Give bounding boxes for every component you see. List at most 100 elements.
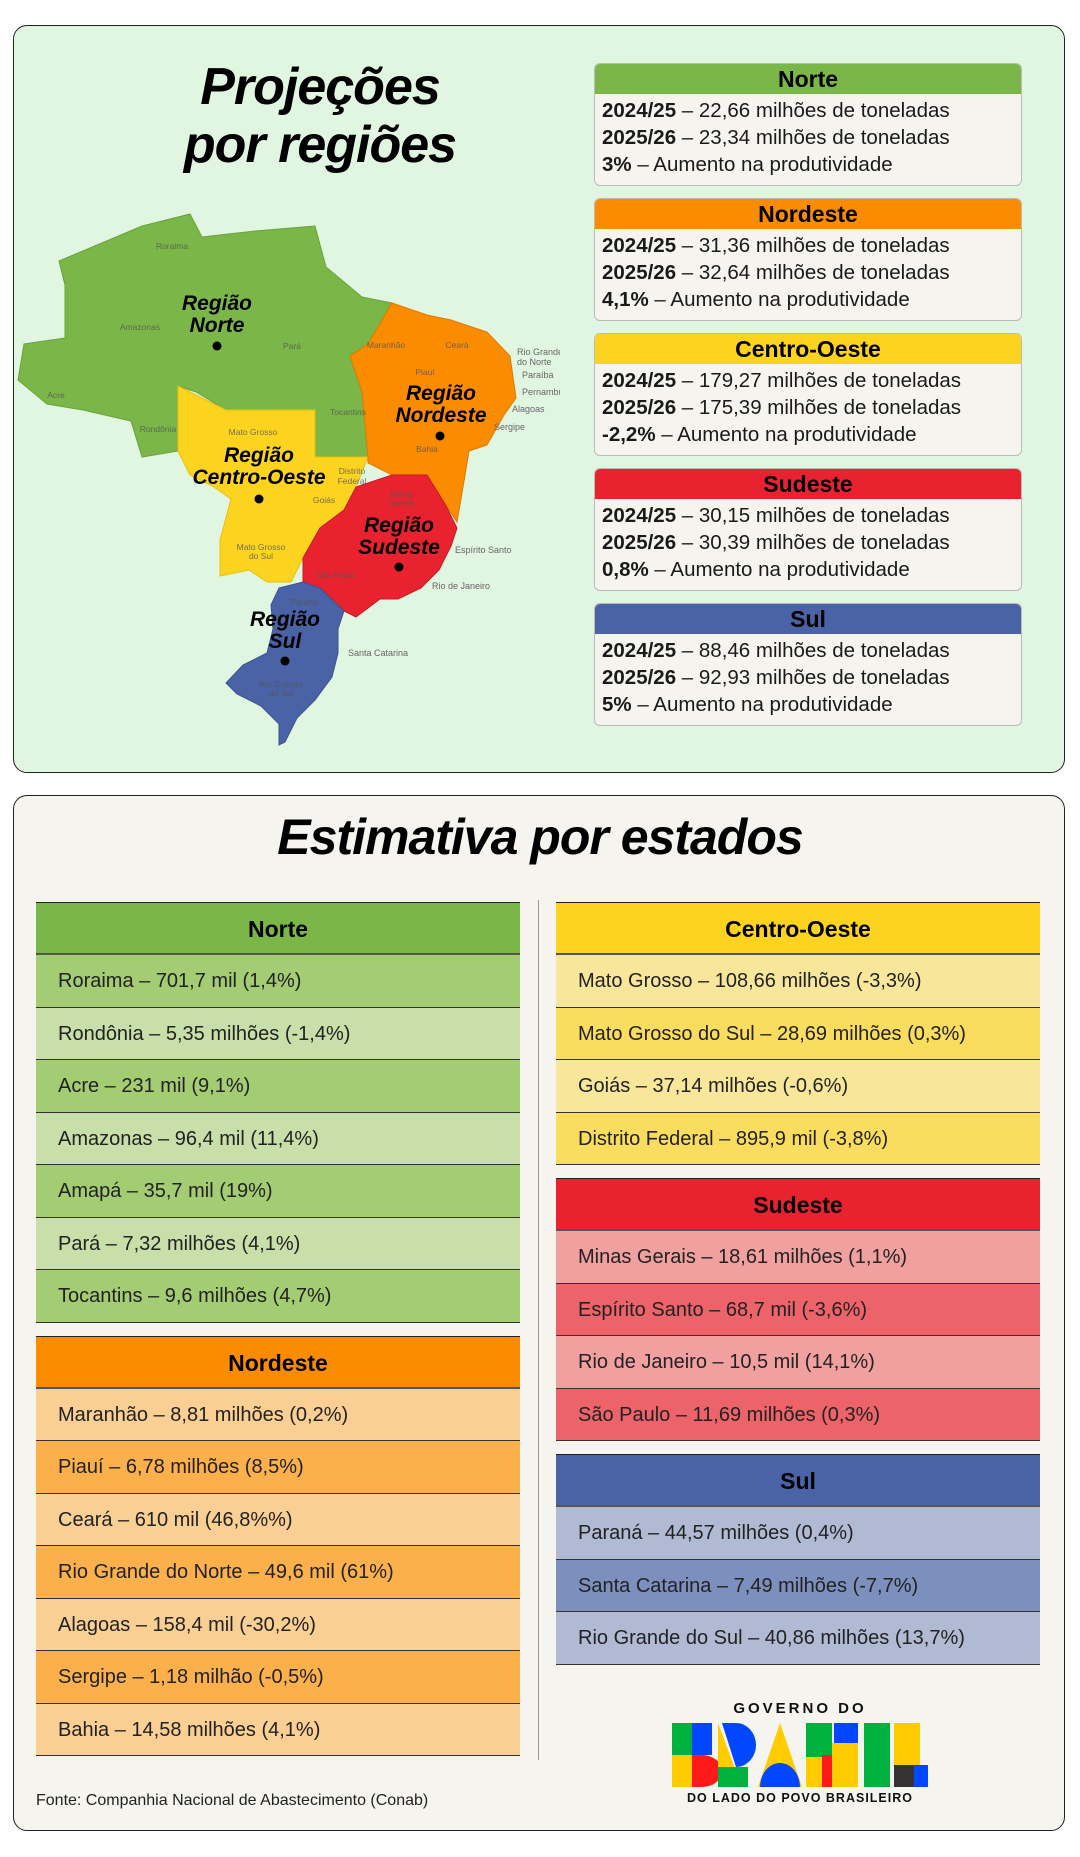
states-title: Estimativa por estados — [277, 809, 803, 865]
season-value: – 179,27 milhões de toneladas — [676, 369, 962, 392]
state-group-centro-oeste: Centro-Oeste Mato Grosso – 108,66 milhões… — [556, 902, 1040, 1165]
season-value: – 31,36 milhões de toneladas — [676, 234, 950, 257]
state-label: Amazonas — [120, 322, 160, 332]
productivity-line: 5% – Aumento na produtividade — [595, 691, 1021, 718]
region-card-centro-oeste: Centro-Oeste 2024/25 – 179,27 milhões de… — [594, 333, 1022, 456]
productivity-text: – Aumento na produtividade — [631, 153, 893, 176]
productivity-line: -2,2% – Aumento na produtividade — [595, 421, 1021, 448]
season-label: 2024/25 — [602, 99, 677, 122]
state-label: Federal — [338, 476, 367, 486]
region-card-header: Sul — [595, 604, 1021, 634]
state-label: Santa Catarina — [348, 648, 408, 658]
productivity-pct: 4,1% — [602, 288, 649, 311]
region-card-nordeste: Nordeste 2024/25 – 31,36 milhões de tone… — [594, 198, 1022, 321]
state-label: Distrito — [339, 466, 366, 476]
season-value: – 30,39 milhões de toneladas — [676, 531, 950, 554]
state-label: do Sul — [249, 551, 273, 561]
state-group-nordeste: Nordeste Maranhão – 8,81 milhões (0,2%) Pi… — [36, 1335, 520, 1756]
region-label-sul: Região — [250, 608, 320, 631]
table-row: São Paulo – 11,69 milhões (0,3%) — [556, 1388, 1040, 1441]
productivity-line: 3% – Aumento na produtividade — [595, 151, 1021, 178]
state-label: Rio Grande — [517, 347, 560, 357]
region-label-nordeste: Região — [406, 382, 476, 405]
table-row: Mato Grosso – 108,66 milhões (-3,3%) — [556, 955, 1040, 1008]
productivity-line: 0,8% – Aumento na produtividade — [595, 556, 1021, 583]
table-row: Piauí – 6,78 milhões (8,5%) — [36, 1441, 520, 1494]
left-column: Norte Roraima – 701,7 mil (1,4%) Rondônia … — [36, 902, 520, 1769]
region-dot — [394, 562, 404, 572]
state-label: Mato Grosso — [237, 542, 286, 552]
group-header: Nordeste — [36, 1335, 520, 1389]
region-dot — [435, 431, 445, 441]
table-row: Alagoas – 158,4 mil (-30,2%) — [36, 1598, 520, 1651]
logo-tagline: DO LADO DO POVO BRASILEIRO — [686, 1791, 913, 1805]
table-row: Paraná – 44,57 milhões (0,4%) — [556, 1507, 1040, 1560]
productivity-text: – Aumento na produtividade — [648, 558, 910, 581]
state-label: Acre — [47, 390, 65, 400]
season-label: 2024/25 — [602, 504, 677, 527]
productivity-line: 4,1% – Aumento na produtividade — [595, 286, 1021, 313]
state-label: Paraná — [290, 597, 318, 607]
state-label: Minas — [391, 489, 414, 499]
state-label: Pará — [283, 341, 301, 351]
state-label: Ceará — [445, 340, 468, 350]
table-row: Espírito Santo – 68,7 mil (-3,6%) — [556, 1283, 1040, 1336]
state-label: Pernambuco — [522, 387, 560, 397]
state-label: São Paulo — [316, 570, 355, 580]
state-label: Maranhão — [367, 340, 406, 350]
table-row: Sergipe – 1,18 milhão (-0,5%) — [36, 1651, 520, 1704]
season-value: – 23,34 milhões de toneladas — [676, 126, 950, 149]
season-2024-line: 2024/25 – 88,46 milhões de toneladas — [595, 637, 1021, 664]
season-label: 2024/25 — [602, 639, 677, 662]
season-value: – 32,64 milhões de toneladas — [676, 261, 950, 284]
column-divider — [538, 900, 539, 1760]
table-row: Mato Grosso do Sul – 28,69 milhões (0,3%… — [556, 1007, 1040, 1060]
region-card-header: Centro-Oeste — [595, 334, 1021, 364]
table-row: Rio Grande do Sul – 40,86 milhões (13,7%… — [556, 1612, 1040, 1665]
table-row: Acre – 231 mil (9,1%) — [36, 1060, 520, 1113]
brasil-logo-mark-icon — [672, 1723, 928, 1787]
state-label: Rio Grande — [259, 679, 303, 689]
table-row: Ceará – 610 mil (46,8%%) — [36, 1493, 520, 1546]
table-row: Rio Grande do Norte – 49,6 mil (61%) — [36, 1546, 520, 1599]
state-label: Paraíba — [522, 370, 554, 380]
group-header: Sul — [556, 1454, 1040, 1507]
table-row: Bahia – 14,58 milhões (4,1%) — [36, 1703, 520, 1756]
map-region-sudeste — [302, 474, 458, 618]
state-label: Rio de Janeiro — [432, 581, 490, 591]
season-label: 2025/26 — [602, 261, 677, 284]
productivity-text: – Aumento na produtividade — [648, 288, 910, 311]
table-row: Amapá – 35,7 mil (19%) — [36, 1165, 520, 1218]
season-value: – 22,66 milhões de toneladas — [676, 99, 950, 122]
season-label: 2025/26 — [602, 666, 677, 689]
state-group-sul: Sul Paraná – 44,57 milhões (0,4%) Santa Ca… — [556, 1454, 1040, 1665]
state-label: Sergipe — [494, 422, 525, 432]
projections-title: Projeções por regiões — [150, 58, 490, 174]
title-line-1: Projeções — [200, 58, 441, 116]
season-2025-line: 2025/26 – 92,93 milhões de toneladas — [595, 664, 1021, 691]
table-row: Santa Catarina – 7,49 milhões (-7,7%) — [556, 1559, 1040, 1612]
state-label: do Norte — [517, 357, 552, 367]
map-region-nordeste — [349, 302, 517, 524]
state-label: Roraima — [156, 241, 188, 251]
state-group-sudeste: Sudeste Minas Gerais – 18,61 milhões (1,1… — [556, 1178, 1040, 1441]
region-label-centro-oeste: Região — [224, 444, 294, 467]
productivity-pct: -2,2% — [602, 423, 656, 446]
season-value: – 88,46 milhões de toneladas — [676, 639, 950, 662]
table-row: Tocantins – 9,6 milhões (4,7%) — [36, 1270, 520, 1323]
state-label: Piauí — [415, 367, 435, 377]
season-2024-line: 2024/25 – 22,66 milhões de toneladas — [595, 97, 1021, 124]
state-label: do Sul — [269, 688, 293, 698]
brazil-regions-map: Roraima Amazonas Pará Acre Rondônia Toca… — [17, 213, 560, 746]
table-row: Rio de Janeiro – 10,5 mil (14,1%) — [556, 1336, 1040, 1389]
state-label: Bahia — [416, 444, 438, 454]
table-row: Rondônia – 5,35 milhões (-1,4%) — [36, 1007, 520, 1060]
source-note: Fonte: Companhia Nacional de Abastecimen… — [36, 1792, 429, 1809]
table-row: Maranhão – 8,81 milhões (0,2%) — [36, 1388, 520, 1441]
table-row: Pará – 7,32 milhões (4,1%) — [36, 1217, 520, 1270]
season-2024-line: 2024/25 – 31,36 milhões de toneladas — [595, 232, 1021, 259]
region-dot — [280, 656, 290, 666]
productivity-text: – Aumento na produtividade — [631, 693, 893, 716]
season-value: – 175,39 milhões de toneladas — [676, 396, 962, 419]
region-dot — [254, 494, 264, 504]
